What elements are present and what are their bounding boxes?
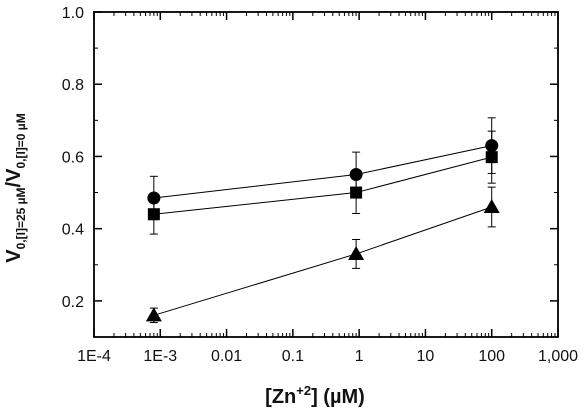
data-point-square <box>147 208 160 221</box>
y-tick-label: 0.8 <box>62 77 84 94</box>
y-axis-title-slash: / <box>3 181 25 187</box>
x-axis-title-rest: ] (µM) <box>311 386 365 408</box>
series-line-circle <box>153 145 492 199</box>
series-line-triangle <box>153 206 492 316</box>
x-axis-title-main: [Zn <box>265 386 296 408</box>
y-axis-title-denominator: V <box>3 168 25 182</box>
y-tick-label: 1.0 <box>62 5 84 22</box>
y-tick-label: 0.2 <box>62 294 84 311</box>
series-square <box>147 130 498 235</box>
series-triangle <box>145 186 500 324</box>
x-tick-label: 1E-4 <box>77 348 111 365</box>
y-axis-title-denominator-subscript: 0,[I]=0 µM <box>14 113 28 168</box>
x-tick-label: 0.01 <box>211 348 242 365</box>
y-axis-title-numerator: V <box>3 249 25 263</box>
axis-ticks: 1E-4 1E-3 0.01 0.1 1 10 100 1,000 0.2 0.4 0.6 0.8 1.… <box>62 5 578 365</box>
series-line-square <box>153 156 492 215</box>
y-axis-title-numerator-subscript: 0,[I]=25 µM <box>14 187 28 249</box>
data-point-triangle <box>145 307 162 322</box>
data-point-triangle <box>483 199 500 213</box>
data-point-triangle <box>348 245 365 260</box>
plot-frame <box>93 11 559 338</box>
x-tick-label: 0.1 <box>282 348 304 365</box>
data-series <box>145 117 500 324</box>
x-tick-label: 1E-3 <box>143 348 177 365</box>
y-axis-title: V0,[I]=25 µM/V0,[I]=0 µM <box>3 113 28 262</box>
y-tick-label: 0.4 <box>62 222 84 239</box>
y-tick-label: 0.6 <box>62 149 84 166</box>
x-tick-label: 1,000 <box>538 348 578 365</box>
x-axis-title: [Zn+2] (µM) <box>265 383 365 408</box>
plot-area <box>93 11 559 338</box>
x-axis-title-superscript: +2 <box>296 383 311 398</box>
data-point-square <box>485 151 498 164</box>
x-tick-label: 1 <box>355 348 364 365</box>
x-tick-label: 10 <box>417 348 435 365</box>
x-tick-label: 100 <box>478 348 505 365</box>
data-point-square <box>350 186 363 199</box>
